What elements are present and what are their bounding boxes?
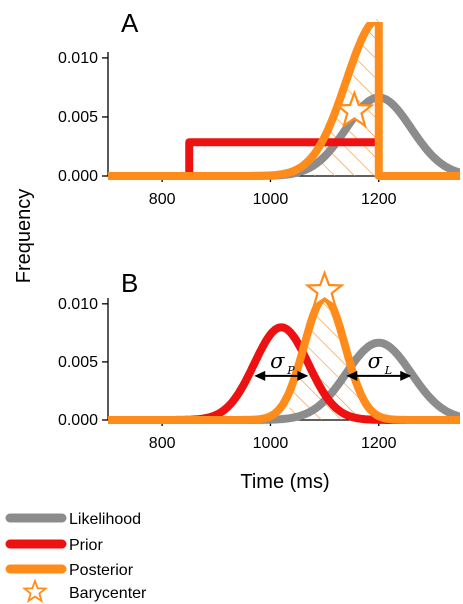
arrowhead-left [346, 370, 358, 381]
series-line-likelihood [108, 93, 460, 180]
x-tick-label: 1200 [361, 191, 397, 208]
y-tick-label: 0.010 [58, 296, 98, 313]
sigma-symbol: σ [270, 349, 285, 373]
barycenter-star-icon [334, 89, 375, 129]
x-tick-label: 800 [149, 435, 176, 452]
arrowhead-left [254, 370, 266, 381]
legend-item-posterior: Posterior [5, 562, 134, 579]
y-tick-label: 0.010 [58, 50, 98, 67]
y-tick-label: 0.005 [58, 109, 98, 126]
sigma-subscript: P [286, 364, 295, 377]
series-line-prior [185, 138, 379, 176]
y-tick-label: 0.005 [58, 354, 98, 371]
posterior-hatch [289, 298, 363, 420]
x-axis-label: Time (ms) [240, 471, 329, 493]
arrowhead-right [297, 370, 309, 381]
legend-label: Barycenter [69, 585, 147, 602]
panel-label: A [121, 8, 139, 38]
legend-label: Prior [69, 537, 103, 554]
series-line-posterior [108, 22, 460, 180]
barycenter-star-icon [304, 269, 345, 309]
legend-item-barycenter: Barycenter [22, 578, 147, 603]
arrowhead-right [400, 370, 412, 381]
y-tick-label: 0.000 [58, 412, 98, 429]
legend-label: Posterior [69, 562, 134, 579]
star-icon [22, 578, 48, 603]
panels: A 0.000 0.005 0.010 800 1000 1200 B 0.000 0.005 0.… [58, 8, 460, 452]
sigma-subscript: L [384, 364, 392, 377]
posterior-hatch [313, 19, 379, 176]
x-tick-label: 1200 [361, 435, 397, 452]
y-axis-label: Frequency [13, 189, 35, 284]
legend-item-prior: Prior [5, 537, 103, 554]
x-tick-label: 1000 [253, 191, 289, 208]
legend-item-likelihood: Likelihood [5, 511, 141, 528]
y-tick-label: 0.000 [58, 168, 98, 185]
series-line-posterior [108, 294, 460, 424]
sigma-symbol: σ [368, 349, 383, 373]
x-tick-label: 800 [149, 191, 176, 208]
legend: Likelihood Prior Posterior Barycenter [5, 511, 147, 603]
panel-a: A 0.000 0.005 0.010 800 1000 1200 [58, 8, 460, 208]
panel-label: B [121, 268, 138, 298]
legend-label: Likelihood [69, 511, 141, 528]
x-tick-label: 1000 [253, 435, 289, 452]
